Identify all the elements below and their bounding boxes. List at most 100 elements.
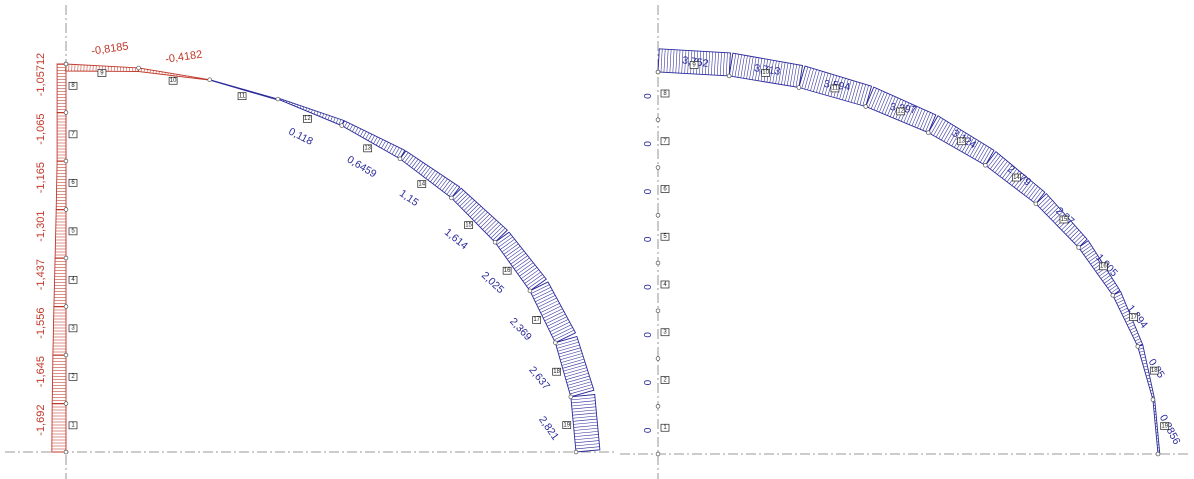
- hatch-line: [469, 206, 482, 218]
- column-value-label: -1,05712: [35, 53, 47, 96]
- hatch-line: [352, 126, 356, 132]
- hatch-line: [494, 231, 510, 243]
- hatch-line: [451, 188, 462, 199]
- hatch-line: [515, 260, 532, 272]
- hatch-line: [409, 157, 416, 167]
- hatch-line: [476, 212, 488, 224]
- hatch-line: [1023, 182, 1034, 195]
- hatch-line: [728, 53, 734, 76]
- hatch-line: [573, 421, 598, 425]
- node: [63, 158, 69, 164]
- hatch-line: [1104, 277, 1113, 284]
- hatch-line: [824, 73, 832, 96]
- hatch-line: [559, 350, 582, 358]
- hatch-line: [917, 109, 926, 129]
- hatch-line: [1127, 321, 1134, 326]
- element-number: 12: [896, 107, 906, 116]
- column-value-label: 0: [643, 427, 654, 433]
- element-number-label: 19: [563, 422, 570, 428]
- hatch-line: [291, 102, 293, 105]
- element-number-label: 3: [663, 330, 667, 336]
- hatch-line: [810, 69, 817, 91]
- arc-value-label: 2,369: [507, 316, 534, 344]
- arc-value-label: -0,8185: [91, 41, 130, 58]
- hatch-line: [711, 51, 713, 75]
- hatch-line: [740, 55, 745, 78]
- element-number: 18: [552, 367, 562, 376]
- hatch-line: [1004, 166, 1015, 181]
- arc-value-label: 2,637: [526, 364, 552, 392]
- hatch-line: [725, 52, 728, 76]
- hatch-line: [1006, 168, 1018, 182]
- hatch-line: [484, 219, 497, 232]
- element-number: 17: [1129, 313, 1139, 321]
- hatch-line: [555, 336, 577, 343]
- hatch-line: [842, 79, 849, 100]
- element-number: 15: [1059, 215, 1069, 224]
- hatch-line: [1016, 176, 1027, 190]
- element-number: 4: [660, 280, 670, 289]
- hatch-line: [1042, 200, 1053, 211]
- element-number: 10: [761, 68, 770, 77]
- hatch-line: [482, 217, 495, 230]
- element-number-label: 5: [71, 229, 75, 235]
- column-value-label: -1,165: [35, 162, 47, 193]
- element-number: 5: [68, 227, 78, 236]
- hatch-line: [1018, 178, 1029, 192]
- node: [1155, 451, 1161, 457]
- hatch-line: [964, 137, 974, 154]
- hatch-line: [548, 319, 569, 330]
- element-number-label: 1: [71, 423, 75, 429]
- hatch-line: [425, 168, 434, 179]
- arc-value-label: -0,4182: [164, 49, 203, 66]
- hatch-line: [1149, 386, 1153, 389]
- hatch-line: [389, 144, 395, 153]
- element-number-label: 12: [897, 109, 904, 115]
- hatch-line: [496, 234, 512, 245]
- hatch-line: [1052, 211, 1063, 222]
- hatch-line: [302, 106, 305, 110]
- hatch-line: [749, 56, 754, 80]
- hatch-line: [1121, 310, 1129, 315]
- hatch-line: [997, 161, 1008, 175]
- element-number-label: 2: [71, 374, 75, 380]
- hatch-line: [552, 327, 573, 338]
- element-number: 16: [1098, 262, 1108, 271]
- hatch-line: [1098, 270, 1108, 277]
- hatch-line: [862, 85, 869, 106]
- hatch-line: [1074, 234, 1084, 244]
- element-number: 1: [660, 423, 670, 432]
- node: [655, 117, 661, 122]
- hatch-line: [856, 83, 864, 105]
- hatch-line: [887, 96, 896, 116]
- node: [1150, 397, 1156, 402]
- hatch-line: [478, 214, 490, 226]
- hatch-line: [1076, 236, 1086, 246]
- hatch-line: [536, 295, 556, 305]
- hatch-line: [1107, 282, 1116, 289]
- hatch-line: [672, 49, 675, 73]
- hatch-line: [549, 321, 570, 333]
- hatch-line: [1135, 338, 1141, 342]
- arc-value-label: 1,614: [442, 226, 470, 252]
- hatch-line: [508, 250, 525, 262]
- arc-value-label: 1,15: [397, 187, 421, 209]
- column-value-label: -1,437: [35, 259, 47, 290]
- element-number-label: 15: [1061, 217, 1068, 223]
- hatch-line: [850, 81, 858, 103]
- node: [492, 239, 498, 245]
- hatch-line: [728, 52, 731, 76]
- hatch-line: [909, 106, 918, 125]
- hatch-line: [1102, 275, 1111, 282]
- hatch-line: [702, 51, 705, 75]
- hatch-line: [772, 60, 777, 84]
- hatch-line: [1119, 305, 1127, 309]
- hatch-line: [1037, 195, 1049, 207]
- hatch-line: [514, 257, 530, 270]
- hatch-line: [533, 289, 553, 300]
- hatch-line: [987, 153, 999, 168]
- hatch-line: [338, 119, 342, 125]
- hatch-line: [660, 48, 663, 73]
- column-value-label: 0: [643, 188, 654, 194]
- element-number: 4: [68, 275, 78, 284]
